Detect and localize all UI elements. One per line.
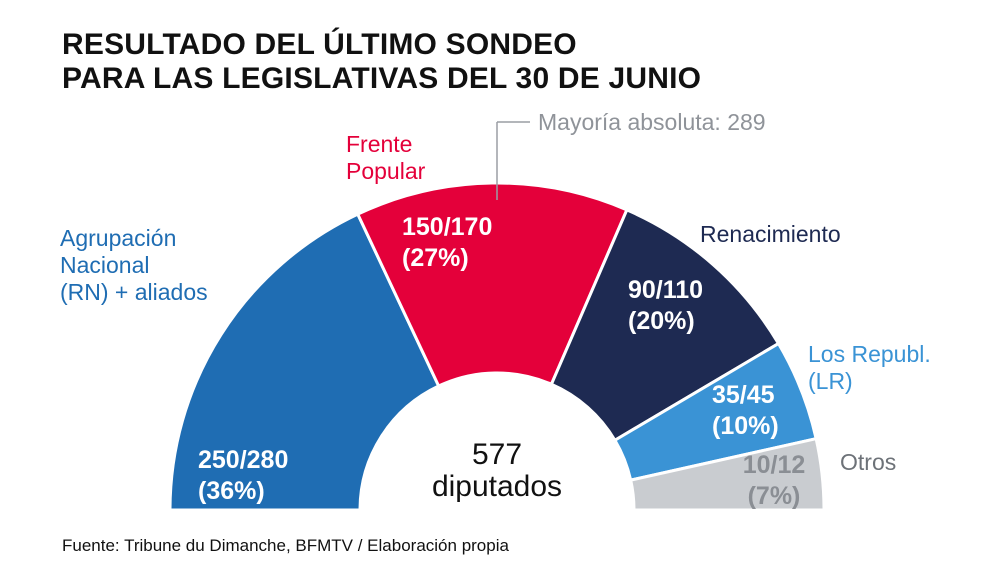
slice-ren bbox=[549, 207, 781, 443]
value-label-fp: 150/170 bbox=[402, 213, 492, 241]
slice-rn bbox=[168, 212, 441, 512]
title-line-1: RESULTADO DEL ÚLTIMO SONDEO bbox=[62, 28, 577, 61]
percent-label-fp: (27%) bbox=[402, 244, 469, 272]
party-label-rn-1: Agrupación bbox=[60, 225, 176, 251]
party-label-rn-3: (RN) + aliados bbox=[60, 279, 208, 305]
party-label-fp-1: Frente bbox=[346, 131, 412, 157]
party-label-otros-1: Otros bbox=[840, 449, 896, 475]
percent-label-rn: (36%) bbox=[198, 477, 265, 505]
percent-label-lr: (10%) bbox=[712, 412, 779, 440]
party-label-lr-1: Los Republ. bbox=[808, 341, 931, 367]
value-label-rn: 250/280 bbox=[198, 446, 288, 474]
percent-label-otros: (7%) bbox=[748, 482, 801, 510]
percent-label-ren: (20%) bbox=[628, 307, 695, 335]
party-label-fp-2: Popular bbox=[346, 158, 426, 184]
source-note: Fuente: Tribune du Dimanche, BFMTV / Ela… bbox=[62, 536, 509, 555]
value-label-ren: 90/110 bbox=[628, 276, 703, 304]
value-label-otros: 10/12 bbox=[743, 451, 806, 479]
center-label-text: diputados bbox=[432, 470, 562, 503]
chart-title: RESULTADO DEL ÚLTIMO SONDEO PARA LAS LEG… bbox=[62, 28, 701, 96]
party-label-lr-2: (LR) bbox=[808, 368, 853, 394]
party-label-ren-1: Renacimiento bbox=[700, 221, 841, 247]
slice-fp bbox=[355, 181, 629, 389]
party-label-rn-2: Nacional bbox=[60, 252, 150, 278]
center-label-number: 577 bbox=[472, 438, 522, 471]
slice-otros bbox=[628, 436, 826, 512]
majority-label: Mayoría absoluta: 289 bbox=[538, 109, 766, 135]
title-line-2: PARA LAS LEGISLATIVAS DEL 30 DE JUNIO bbox=[62, 62, 702, 95]
value-label-lr: 35/45 bbox=[712, 381, 775, 409]
